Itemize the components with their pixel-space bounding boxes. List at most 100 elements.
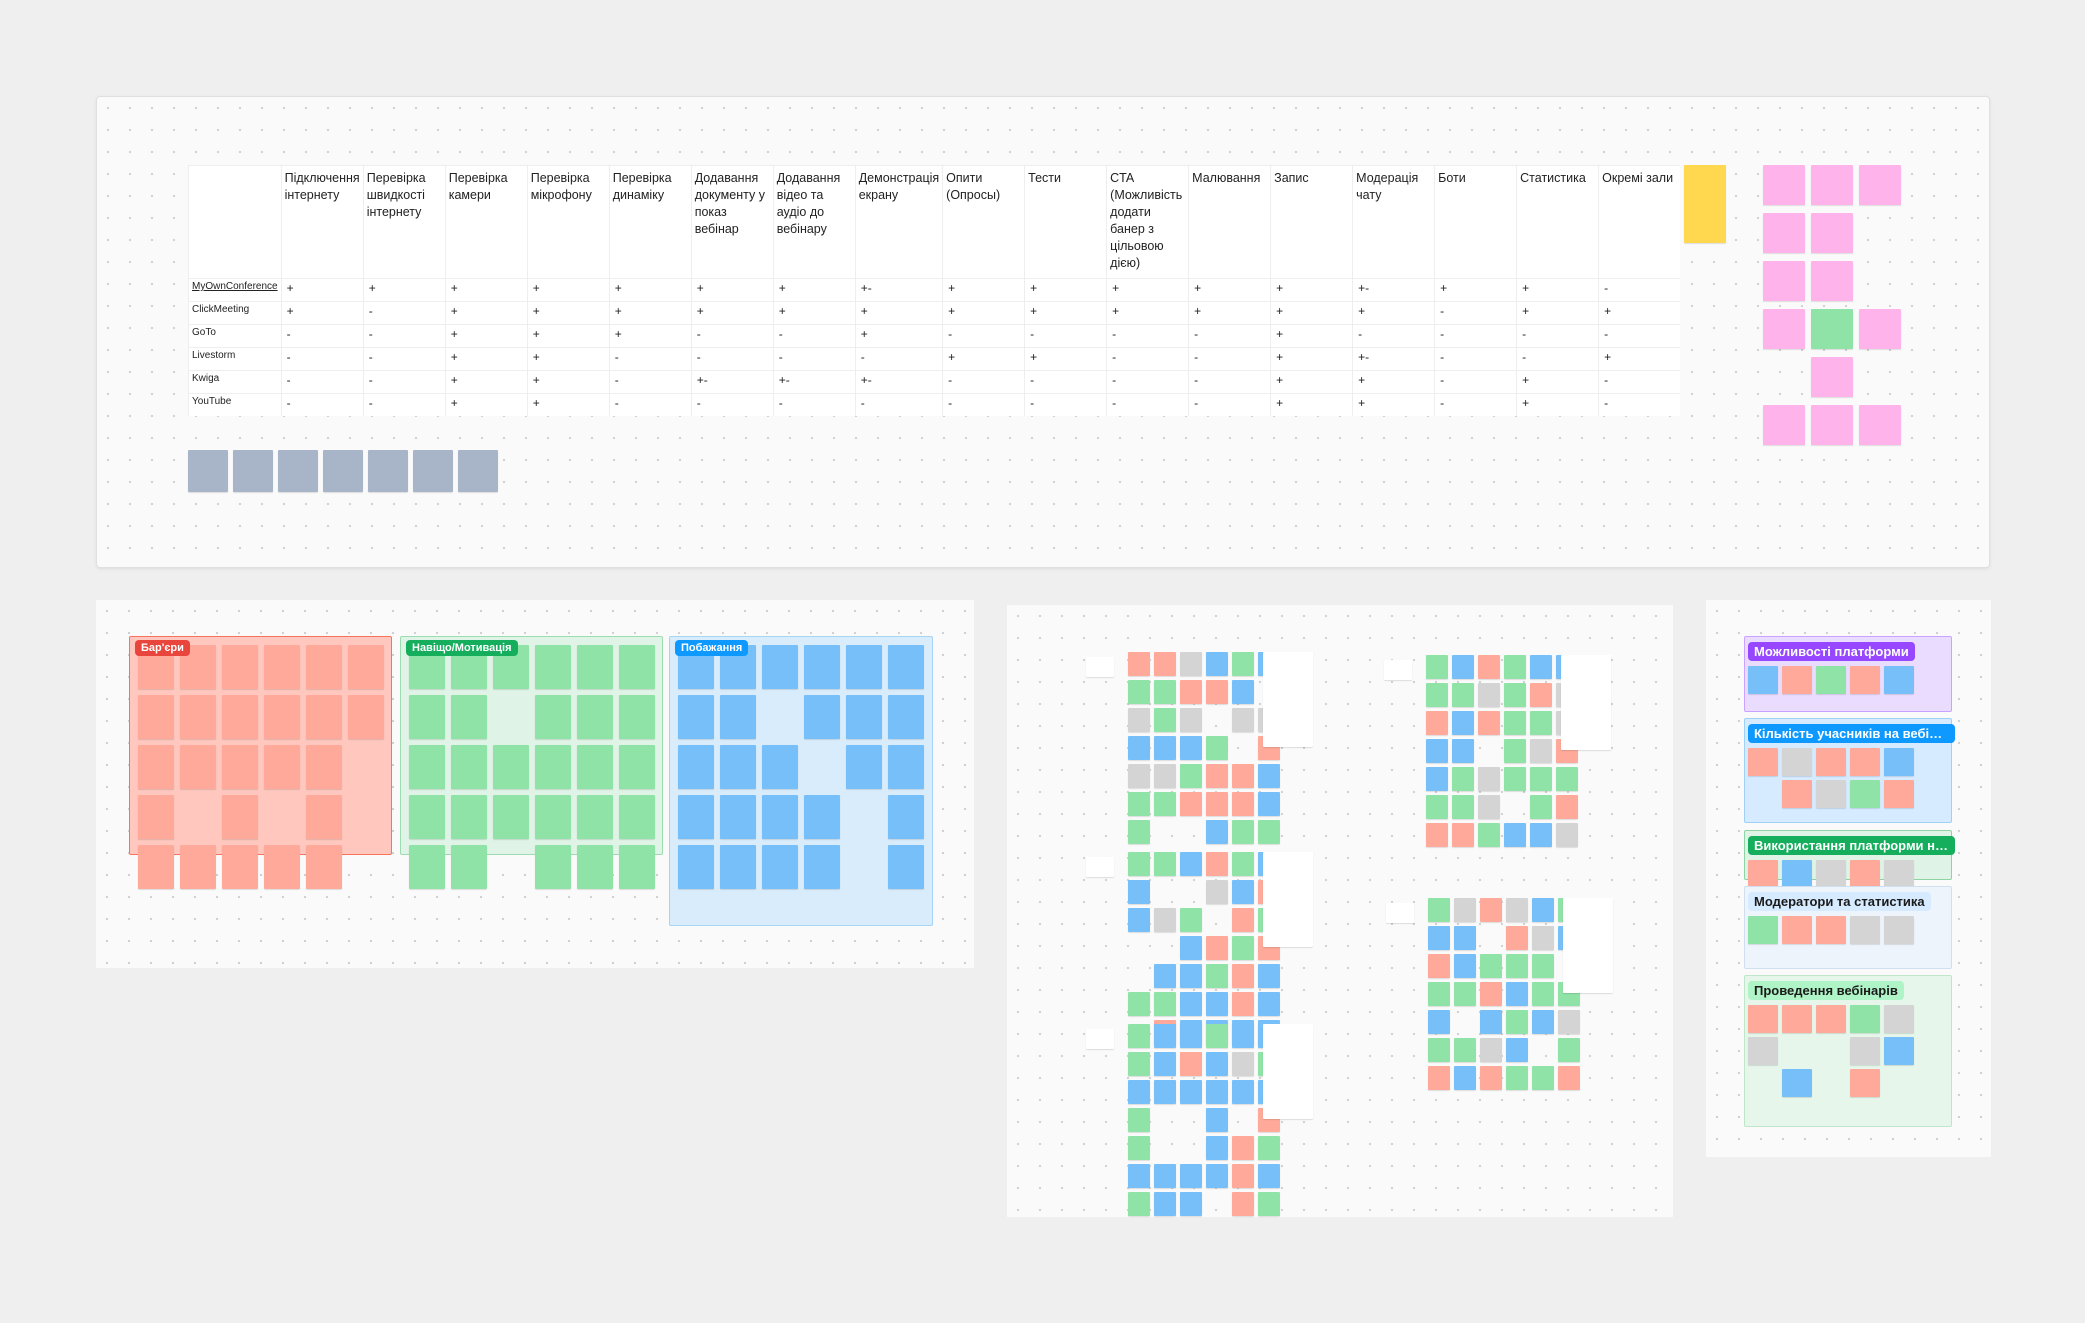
table-cell: + [526, 393, 610, 416]
sticky-note [1530, 739, 1552, 763]
sticky-note [1386, 903, 1414, 923]
table-row: GoTo - - + + + - - + - - - - + - - - - [188, 324, 1681, 348]
sticky-note [1232, 652, 1254, 676]
table-cell: + [1024, 278, 1107, 302]
sticky-note [1206, 1080, 1228, 1104]
sticky-note [1180, 936, 1202, 960]
sticky-note [678, 745, 714, 789]
table-cell: + [942, 347, 1025, 371]
sticky-note [264, 695, 300, 739]
sticky-note [222, 745, 258, 789]
table-cell: + [1270, 393, 1353, 416]
sticky-note [720, 795, 756, 839]
sticky-note [846, 695, 882, 739]
table-cell: - [1024, 370, 1107, 394]
sticky-note [1748, 860, 1778, 888]
sticky-note [1426, 739, 1448, 763]
table-cell: +- [690, 370, 774, 394]
sticky-note [1506, 1010, 1528, 1034]
sticky-note [1154, 992, 1176, 1016]
sticky-note [1556, 823, 1578, 847]
table-cell: + [1516, 278, 1599, 302]
sticky-note [1480, 954, 1502, 978]
sticky-note [1782, 916, 1812, 944]
table-cell: + [1024, 301, 1107, 325]
column-header: Тести [1024, 165, 1107, 279]
sticky-note [1206, 680, 1228, 704]
sticky-note [409, 745, 445, 789]
table-cell: - [1516, 347, 1599, 371]
sticky-note [1859, 309, 1901, 349]
sticky-note [1454, 1038, 1476, 1062]
table-cell: + [526, 347, 610, 371]
table-row: YouTube - - + + - - - - - - - - + + - + - [188, 393, 1681, 416]
sticky-note [804, 695, 840, 739]
sticky-note [1530, 711, 1552, 735]
table-row: Kwiga - - + + - +- +- +- - - - - + + - + - [188, 370, 1681, 394]
sticky-note [1850, 916, 1880, 944]
sticky-note [1206, 1136, 1228, 1160]
sticky-note [1504, 655, 1526, 679]
sticky-note [1506, 982, 1528, 1006]
sticky-note [1206, 1108, 1228, 1132]
table-cell: - [362, 347, 446, 371]
table-cell: + [362, 278, 446, 302]
sticky-note [1128, 1052, 1150, 1076]
sticky-note [1258, 1164, 1280, 1188]
table-cell: - [280, 370, 364, 394]
sticky-note [1426, 683, 1448, 707]
sticky-note [1811, 357, 1853, 397]
sticky-note [1532, 1010, 1554, 1034]
sticky-note [1850, 1037, 1880, 1065]
sticky-note [619, 695, 655, 739]
sticky-note [535, 745, 571, 789]
sticky-note [1232, 880, 1254, 904]
sticky-note [1748, 1005, 1778, 1033]
sticky-note [409, 845, 445, 889]
sticky-note [1884, 780, 1914, 808]
sticky-note [1480, 1038, 1502, 1062]
sticky-note [1428, 926, 1450, 950]
sticky-note [1478, 711, 1500, 735]
sticky-note [1884, 916, 1914, 944]
row-label: Kwiga [188, 370, 282, 394]
sticky-note [1180, 852, 1202, 876]
sticky-note [1128, 908, 1150, 932]
sticky-note [1086, 1029, 1114, 1049]
sticky-note [1816, 916, 1846, 944]
sticky-note [720, 745, 756, 789]
sticky-note [1850, 780, 1880, 808]
sticky-note [804, 795, 840, 839]
table-cell: - [608, 370, 692, 394]
sticky-note [1816, 666, 1846, 694]
sticky-note [1478, 767, 1500, 791]
sticky-note [1232, 764, 1254, 788]
sticky-note [1454, 954, 1476, 978]
column-header: Перевірка камери [444, 165, 528, 279]
table-cell: - [690, 324, 774, 348]
table-cell: - [362, 324, 446, 348]
sticky-note [222, 645, 258, 689]
section-label: Навіщо/Мотивація [406, 640, 518, 656]
table-cell: - [1434, 370, 1517, 394]
sticky-note [1504, 767, 1526, 791]
column-header: Модерація чату [1352, 165, 1435, 279]
sticky-note [1180, 708, 1202, 732]
sticky-note [1258, 992, 1280, 1016]
sticky-note [1480, 1010, 1502, 1034]
table-cell: + [444, 324, 528, 348]
table-cell: + [1516, 370, 1599, 394]
table-cell: + [608, 278, 692, 302]
sticky-note [720, 695, 756, 739]
sticky-note [1748, 666, 1778, 694]
sticky-note [264, 745, 300, 789]
sticky-note [1206, 852, 1228, 876]
sticky-note [1154, 1164, 1176, 1188]
table-cell: - [690, 347, 774, 371]
table-cell: - [1434, 347, 1517, 371]
table-cell: +- [854, 278, 943, 302]
sticky-note [1180, 1080, 1202, 1104]
sticky-note [1782, 780, 1812, 808]
table-cell: - [608, 393, 692, 416]
table-cell: + [1598, 347, 1681, 371]
